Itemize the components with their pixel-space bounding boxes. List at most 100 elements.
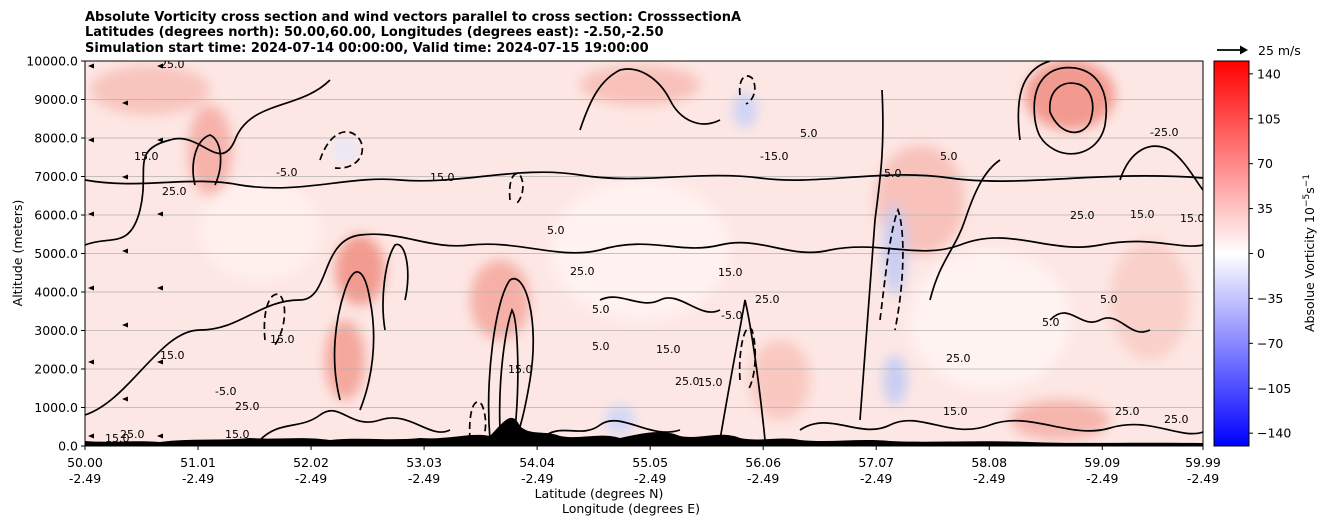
vorticity-blob xyxy=(883,205,907,295)
contour-label: 25.0 xyxy=(1164,413,1189,426)
contour-label: -5.0 xyxy=(721,309,742,322)
colorbar-tick-label: −70 xyxy=(1257,336,1283,351)
wind-arrow xyxy=(122,174,128,180)
chart-title: Absolute Vorticity cross section and win… xyxy=(85,10,741,56)
x-tick-label-lat: 56.06 xyxy=(745,455,781,470)
contour-label: 15.0 xyxy=(698,376,723,389)
contour-line xyxy=(799,419,1203,435)
vorticity-blob xyxy=(325,320,365,400)
negative-contours xyxy=(263,75,904,446)
contour-label: 15.0 xyxy=(943,405,968,418)
contour-line-dashed xyxy=(879,207,904,331)
contour-line xyxy=(85,79,331,246)
x-tick-label-lat: 52.02 xyxy=(293,455,329,470)
wind-arrow xyxy=(122,322,128,328)
vorticity-blob xyxy=(1110,240,1190,360)
contour-label: 25.0 xyxy=(235,400,260,413)
x-ticks: 50.00-2.4951.01-2.4952.02-2.4953.03-2.49… xyxy=(67,446,1221,486)
x-tick-label-lat: 53.03 xyxy=(406,455,442,470)
contour-line-dashed xyxy=(263,293,286,346)
contour-label: 15.0 xyxy=(508,363,533,376)
vorticity-blob xyxy=(733,92,757,128)
vorticity-blob xyxy=(1025,61,1115,130)
wind-arrow xyxy=(88,359,94,365)
contour-label: 15.0 xyxy=(718,266,743,279)
y-tick-label: 3000.0 xyxy=(34,323,78,338)
contour-line-dashed xyxy=(738,75,756,105)
contour-label: 25.0 xyxy=(675,375,700,388)
contour-line xyxy=(1119,145,1203,191)
colorbar-tick-label: 35 xyxy=(1257,201,1273,216)
title-line-2: Latitudes (degrees north): 50.00,60.00, … xyxy=(85,25,664,40)
vorticity-blob xyxy=(335,235,385,305)
contour-label: 25.0 xyxy=(755,293,780,306)
wind-arrow xyxy=(122,100,128,106)
contour-line xyxy=(469,237,1203,254)
contour-label: 15.0 xyxy=(270,333,295,346)
contour-label: -5.0 xyxy=(215,385,236,398)
contour-line xyxy=(1049,312,1151,333)
colorbar-tick-label: −140 xyxy=(1257,426,1291,441)
contour-line xyxy=(487,277,535,441)
y-tick-label: 4000.0 xyxy=(34,285,78,300)
wind-arrow xyxy=(88,211,94,217)
x-tick-label-lat: 51.01 xyxy=(180,455,216,470)
contour-line xyxy=(85,233,471,416)
contour-label: 5.0 xyxy=(592,340,610,353)
contour-label: 25.0 xyxy=(1070,209,1095,222)
x-tick-label-lat: 50.00 xyxy=(67,455,103,470)
contour-line-dashed xyxy=(319,131,364,169)
contour-label: 5.0 xyxy=(800,127,818,140)
contour-line xyxy=(498,308,519,431)
y-tick-label: 1000.0 xyxy=(34,400,78,415)
contour-label: 25.0 xyxy=(160,58,185,71)
y-axis: 0.0 1000.0 2000.0 3000.0 4000.0 5000.0 6000.0 7… xyxy=(10,54,85,454)
x-tick-label-lon: -2.49 xyxy=(69,471,101,486)
contour-line-dashed xyxy=(508,172,524,206)
colorbar-ticks: 140 105 70 35 0 −35 −70 −105 −140 xyxy=(1249,66,1291,441)
colorbar-tick-label: 0 xyxy=(1257,246,1265,261)
x-tick-label-lon: -2.49 xyxy=(1187,471,1219,486)
contour-label: 15.0 xyxy=(105,432,130,445)
contour-label: 5.0 xyxy=(940,150,958,163)
contour-label: 15.0 xyxy=(160,349,185,362)
y-tick-label: 10000.0 xyxy=(26,54,78,69)
wind-vectors xyxy=(88,63,163,439)
contour-label: -25.0 xyxy=(1150,126,1178,139)
title-line-1: Absolute Vorticity cross section and win… xyxy=(85,10,741,25)
quiver-key-label: 25 m/s xyxy=(1258,43,1301,58)
y-tick-label: 0.0 xyxy=(58,439,78,454)
y-tick-label: 5000.0 xyxy=(34,246,78,261)
colorbar: 140 105 70 35 0 −35 −70 −105 −140 Absolue Vortic… xyxy=(1213,60,1317,447)
x-axis-label-line-2: Longitude (degrees E) xyxy=(562,501,700,516)
colorbar-tick-label: −35 xyxy=(1257,291,1283,306)
contour-line xyxy=(719,299,766,441)
contour-label: 15.0 xyxy=(430,171,455,184)
colorbar-label-base: Absolue Vorticity 10 xyxy=(1302,207,1317,332)
plot-area: 25.0 15.0 -5.0 15.0 5.0 25.0 15.0 -15.0 … xyxy=(84,58,1204,447)
contour-label: 15.0 xyxy=(1130,208,1155,221)
contour-line xyxy=(1033,66,1107,155)
contour-label: -15.0 xyxy=(760,150,788,163)
wind-arrow xyxy=(122,396,128,402)
contour-labels: 25.0 15.0 -5.0 15.0 5.0 25.0 15.0 -15.0 … xyxy=(105,58,1203,445)
contour-line xyxy=(1017,61,1051,141)
wind-arrow xyxy=(88,63,94,69)
y-tick-label: 8000.0 xyxy=(34,131,78,146)
contour-line xyxy=(539,419,681,441)
x-tick-label-lat: 58.08 xyxy=(971,455,1007,470)
vorticity-blob xyxy=(605,405,635,435)
colorbar-tick-label: −105 xyxy=(1257,381,1291,396)
x-axis-label-line-1: Latitude (degrees N) xyxy=(535,486,664,501)
contour-label: 25.0 xyxy=(162,185,187,198)
y-tick-label: 7000.0 xyxy=(34,169,78,184)
quiver-key: 25 m/s xyxy=(1217,43,1301,58)
colorbar-label: Absolue Vorticity 10−5s−1 xyxy=(1302,174,1317,332)
x-axis: 50.00-2.4951.01-2.4952.02-2.4953.03-2.49… xyxy=(67,446,1221,516)
colorbar-tick-label: 105 xyxy=(1257,111,1281,126)
contour-line xyxy=(579,68,721,131)
contour-label: 5.0 xyxy=(592,303,610,316)
contour-line xyxy=(859,89,884,421)
contour-label: 5.0 xyxy=(884,167,902,180)
contour-label: 5.0 xyxy=(1042,316,1060,329)
